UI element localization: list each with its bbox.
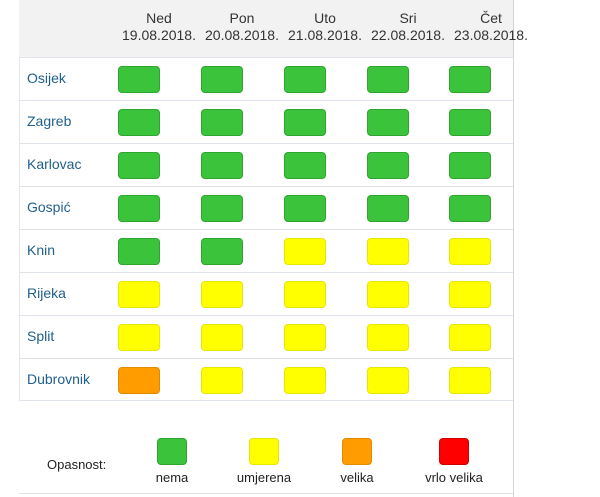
city-link[interactable]: Rijeka [27,285,66,301]
legend-label-vrlo-velika: vrlo velika [425,470,483,485]
danger-level-cell [367,324,409,351]
table-row: Gospić [19,186,513,230]
table-header: Ned 19.08.2018. Pon 20.08.2018. Uto 21.0… [19,0,528,57]
danger-level-cell [367,367,409,394]
danger-level-cell [449,195,491,222]
table-row: Osijek [19,57,513,101]
day-date: 23.08.2018. [454,27,528,43]
table-row: Zagreb [19,100,513,144]
day-name: Sri [399,10,417,26]
danger-level-cell [201,109,243,136]
danger-level-cell [284,281,326,308]
danger-level-cell [284,195,326,222]
danger-level-cell [201,324,243,351]
danger-level-cell [118,109,160,136]
table-row: Knin [19,229,513,273]
legend-label-nema: nema [155,470,189,485]
legend-label-velika: velika [340,470,374,485]
city-link[interactable]: Zagreb [27,113,72,129]
city-link[interactable]: Knin [27,242,56,258]
legend-divider [19,400,513,401]
danger-level-cell [367,281,409,308]
danger-level-cell [201,367,243,394]
header-day-4: Čet 23.08.2018. [449,10,533,44]
table-row: Karlovac [19,143,513,187]
danger-level-cell [367,195,409,222]
panel-left-border [19,0,20,400]
city-link[interactable]: Split [27,328,55,344]
danger-level-cell [118,152,160,179]
danger-level-cell [449,152,491,179]
danger-level-cell [449,367,491,394]
legend-bottom-divider [19,493,513,494]
danger-level-cell [201,152,243,179]
panel-right-border [513,0,514,497]
legend-swatch-velika [342,438,372,465]
legend-swatch-vrlo-velika [439,438,469,465]
danger-level-cell [118,66,160,93]
danger-level-cell [449,109,491,136]
city-link[interactable]: Osijek [27,70,66,86]
danger-level-cell [449,66,491,93]
danger-level-cell [367,66,409,93]
header-day-1: Pon 20.08.2018. [200,10,284,44]
day-date: 19.08.2018. [122,27,196,43]
danger-level-cell [367,109,409,136]
danger-level-cell [118,238,160,265]
legend-label-umjerena: umjerena [236,470,292,485]
table-row: Rijeka [19,272,513,316]
forecast-panel [19,0,513,497]
day-date: 21.08.2018. [288,27,362,43]
danger-level-cell [201,195,243,222]
danger-level-cell [449,324,491,351]
danger-level-cell [367,238,409,265]
danger-level-cell [118,367,160,394]
day-name: Uto [314,10,336,26]
day-date: 22.08.2018. [371,27,445,43]
danger-level-cell [284,367,326,394]
danger-level-cell [118,195,160,222]
header-day-3: Sri 22.08.2018. [366,10,450,44]
legend-swatch-nema [157,438,187,465]
danger-level-cell [284,238,326,265]
header-day-2: Uto 21.08.2018. [283,10,367,44]
day-date: 20.08.2018. [205,27,279,43]
legend-swatch-umjerena [249,438,279,465]
header-day-0: Ned 19.08.2018. [117,10,201,44]
danger-level-cell [284,66,326,93]
danger-level-cell [449,281,491,308]
danger-level-cell [284,109,326,136]
city-link[interactable]: Gospić [27,199,71,215]
danger-level-cell [118,281,160,308]
danger-level-cell [201,66,243,93]
day-name: Pon [229,10,255,26]
danger-level-cell [118,324,160,351]
legend-title: Opasnost: [47,457,107,472]
city-link[interactable]: Karlovac [27,156,82,172]
danger-level-cell [449,238,491,265]
city-link[interactable]: Dubrovnik [27,371,91,387]
table-row: Split [19,315,513,359]
table-row: Dubrovnik [19,358,513,402]
day-name: Ned [146,10,172,26]
danger-level-cell [367,152,409,179]
danger-level-cell [284,152,326,179]
danger-level-cell [284,324,326,351]
danger-level-cell [201,238,243,265]
danger-level-cell [201,281,243,308]
day-name: Čet [480,10,502,26]
